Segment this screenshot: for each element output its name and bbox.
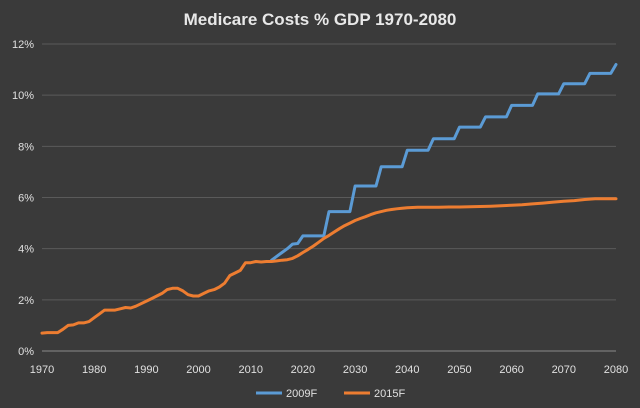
x-tick-label: 2050 <box>447 364 471 376</box>
x-tick-label: 1980 <box>82 364 106 376</box>
x-tick-label: 2040 <box>395 364 419 376</box>
legend-label: 2015F <box>374 388 405 400</box>
y-tick-label: 0% <box>18 346 34 358</box>
grid-lines <box>42 43 616 352</box>
x-tick-label: 2030 <box>343 364 367 376</box>
x-tick-label: 1990 <box>134 364 158 376</box>
y-tick-label: 8% <box>18 141 34 153</box>
x-tick-label: 2060 <box>499 364 523 376</box>
x-tick-label: 1970 <box>30 364 54 376</box>
series-lines <box>40 63 618 335</box>
x-tick-label: 2020 <box>291 364 315 376</box>
legend-label: 2009F <box>286 388 317 400</box>
series-line-2009f <box>270 63 618 262</box>
y-axis-ticks: 0% 2% 4% 6% 8% 10% 12% <box>12 39 34 358</box>
x-tick-label: 2000 <box>186 364 210 376</box>
x-tick-label: 2080 <box>604 364 628 376</box>
y-tick-label: 4% <box>18 244 34 256</box>
x-tick-label: 2010 <box>238 364 262 376</box>
y-tick-label: 10% <box>12 90 34 102</box>
y-tick-label: 6% <box>18 193 34 205</box>
chart-title: Medicare Costs % GDP 1970-2080 <box>184 10 457 29</box>
legend: 2009F 2015F <box>256 388 405 400</box>
x-tick-label: 2070 <box>552 364 576 376</box>
y-tick-label: 12% <box>12 39 34 51</box>
x-axis-ticks: 1970 1980 1990 2000 2010 2020 2030 2040 2050 2060… <box>30 364 628 376</box>
series-line-2015f <box>40 197 618 335</box>
y-tick-label: 2% <box>18 295 34 307</box>
